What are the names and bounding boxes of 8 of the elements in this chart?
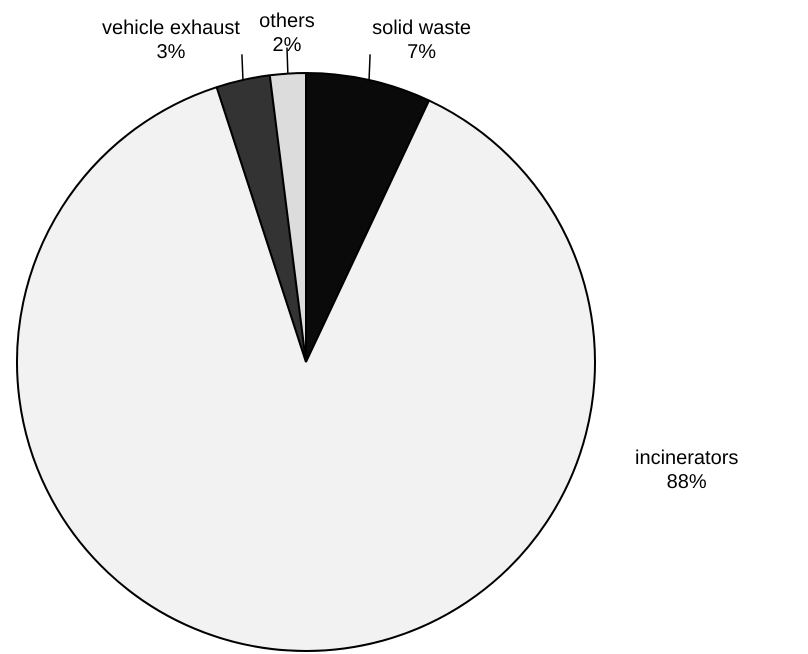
slice-label: solid waste — [372, 16, 472, 39]
slice-label: incinerators — [634, 447, 738, 470]
slice-label: others — [259, 10, 315, 32]
slice-label: vehicle exhaust — [102, 16, 240, 39]
data-label: 7% — [407, 40, 436, 63]
data-label: 3% — [156, 40, 186, 63]
data-label: 2% — [272, 34, 302, 56]
data-label: 88% — [666, 471, 707, 494]
